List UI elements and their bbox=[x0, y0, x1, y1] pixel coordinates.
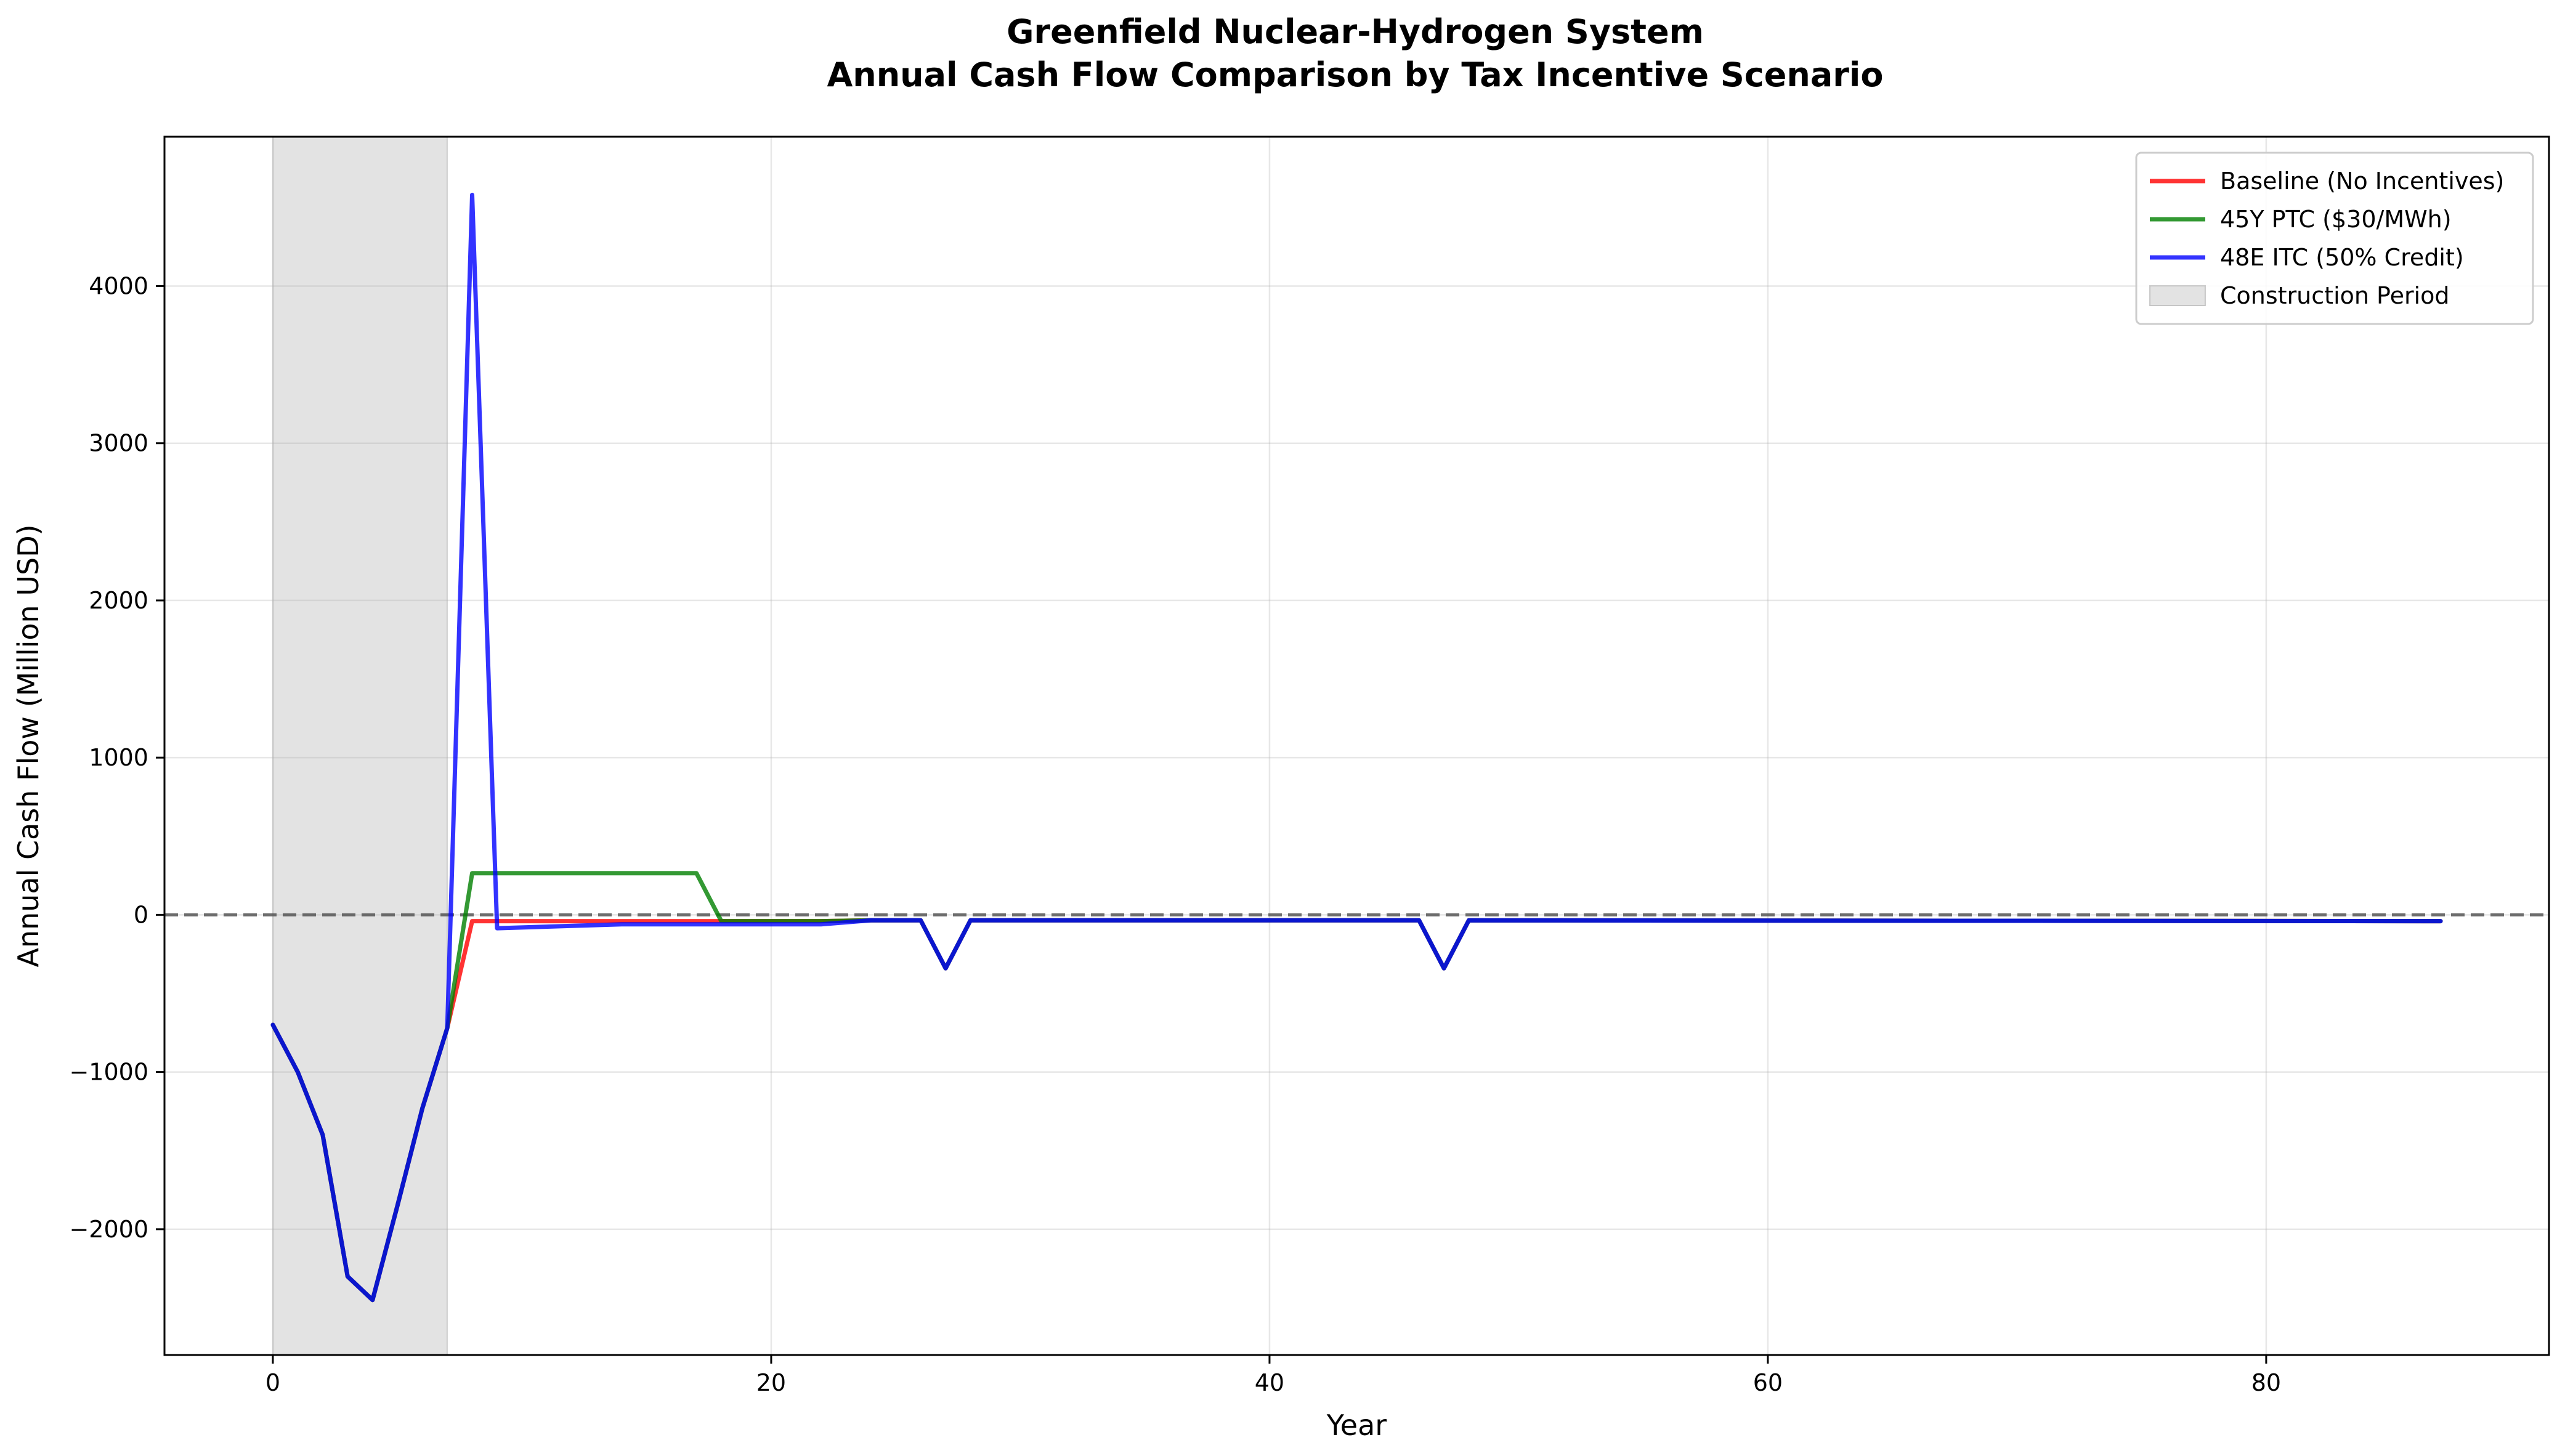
legend-entry-label: 48E ITC (50% Credit) bbox=[2220, 244, 2464, 271]
series-layer bbox=[270, 192, 2443, 1303]
tick-layer: 0 20 40 60 80 −2000 −1000 0 1000 2000 3000 4000 bbox=[69, 272, 2281, 1396]
x-tick-label: 60 bbox=[1753, 1369, 1783, 1396]
x-tick-label: 80 bbox=[2251, 1369, 2281, 1396]
x-tick-label: 40 bbox=[1255, 1369, 1284, 1396]
shade-layer bbox=[272, 136, 448, 1356]
series-line-2 bbox=[270, 192, 2443, 1303]
legend-swatch-patch bbox=[2149, 285, 2206, 306]
y-tick-label: 4000 bbox=[89, 272, 148, 299]
plot-area: 0 20 40 60 80 −2000 −1000 0 1000 2000 3000 4000 bbox=[69, 135, 2550, 1396]
legend: Baseline (No Incentives) 45Y PTC ($30/MWh… bbox=[2135, 152, 2534, 325]
legend-box bbox=[2135, 152, 2534, 325]
chart-title-line-1: Greenfield Nuclear-Hydrogen System bbox=[1007, 12, 1704, 51]
x-tick-label: 20 bbox=[756, 1369, 786, 1396]
y-tick-label: 2000 bbox=[89, 587, 148, 614]
legend-entry-label: 45Y PTC ($30/MWh) bbox=[2220, 206, 2452, 233]
x-tick-label: 0 bbox=[265, 1369, 280, 1396]
construction-period-shade bbox=[272, 136, 448, 1356]
plot-background bbox=[164, 137, 2549, 1355]
x-axis-label: Year bbox=[1326, 1409, 1387, 1442]
legend-entry-label: Construction Period bbox=[2220, 282, 2450, 309]
y-tick-label: 0 bbox=[134, 901, 148, 928]
plot-frame bbox=[163, 135, 2550, 1356]
y-tick-label: −2000 bbox=[69, 1216, 148, 1243]
chart-title-line-2: Annual Cash Flow Comparison by Tax Incen… bbox=[827, 55, 1883, 94]
y-tick-label: −1000 bbox=[69, 1059, 148, 1086]
y-tick-label: 3000 bbox=[89, 430, 148, 457]
y-axis-label: Annual Cash Flow (Million USD) bbox=[12, 524, 45, 967]
y-tick-label: 1000 bbox=[89, 744, 148, 771]
legend-entry-label: Baseline (No Incentives) bbox=[2220, 168, 2504, 195]
